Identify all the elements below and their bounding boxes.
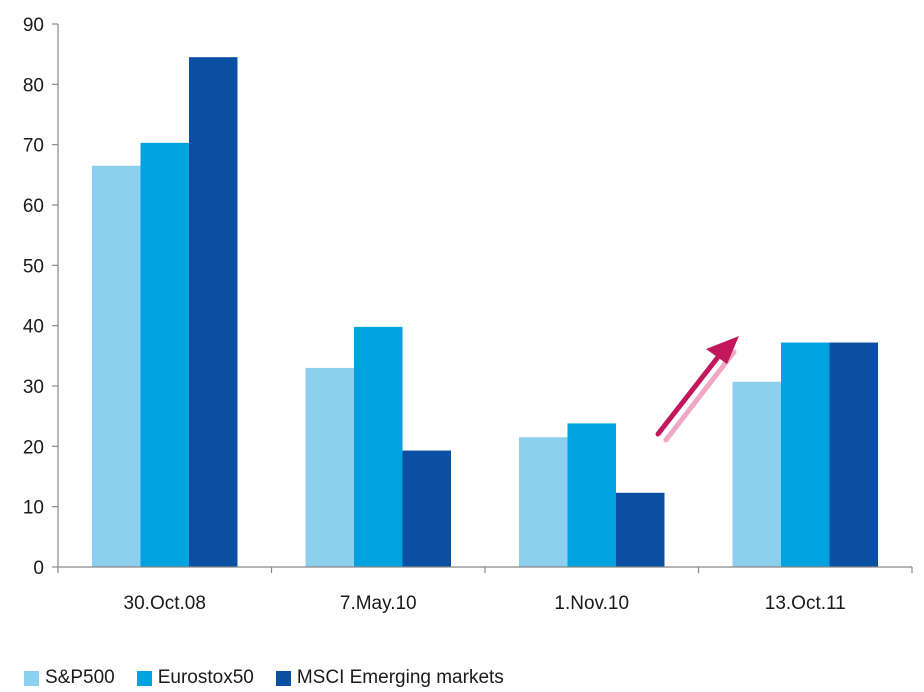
bar-s-p500-30-oct-08 bbox=[92, 165, 141, 568]
y-tick-label: 70 bbox=[23, 136, 44, 157]
bars-layer bbox=[92, 57, 878, 568]
bar-eurostox50-7-may-10 bbox=[354, 326, 403, 567]
legend-swatch-sp500 bbox=[24, 670, 39, 686]
bar-s-p500-13-oct-11 bbox=[732, 381, 781, 567]
legend-label-sp500: S&P500 bbox=[45, 667, 115, 688]
bar-msci-emerging-markets-1-nov-10 bbox=[616, 492, 665, 567]
y-tick-label: 50 bbox=[23, 256, 44, 277]
bar-s-p500-7-may-10 bbox=[305, 367, 354, 567]
y-tick-label: 20 bbox=[23, 437, 44, 458]
y-tick-label: 60 bbox=[23, 196, 44, 217]
y-tick-label: 0 bbox=[33, 558, 44, 579]
x-tick-label: 7.May.10 bbox=[340, 593, 417, 614]
bar-s-p500-1-nov-10 bbox=[519, 437, 568, 567]
bar-eurostox50-1-nov-10 bbox=[567, 423, 616, 567]
legend-item-eurostox50: Eurostox50 bbox=[136, 667, 254, 689]
y-axis-ticks: 0 10 20 30 40 50 60 70 80 90 bbox=[23, 15, 58, 579]
trend-arrow bbox=[655, 336, 739, 443]
y-tick-label: 80 bbox=[23, 75, 44, 96]
legend-item-sp500: S&P500 bbox=[24, 667, 115, 689]
y-tick-label: 10 bbox=[23, 498, 44, 519]
x-tick-label: 30.Oct.08 bbox=[124, 593, 206, 614]
bar-msci-emerging-markets-30-oct-08 bbox=[189, 57, 238, 567]
y-tick-label: 30 bbox=[23, 377, 44, 398]
y-tick-label: 40 bbox=[23, 317, 44, 338]
bar-eurostox50-13-oct-11 bbox=[781, 342, 830, 567]
x-tick-label: 13.Oct.11 bbox=[765, 593, 846, 614]
x-axis-ticks: 30.Oct.08 7.May.10 1.Nov.10 13.Oct.11 bbox=[57, 567, 913, 614]
bar-eurostox50-30-oct-08 bbox=[140, 142, 189, 567]
legend-item-msci-em: MSCI Emerging markets bbox=[275, 667, 504, 689]
bar-msci-emerging-markets-7-may-10 bbox=[402, 450, 451, 567]
x-tick-label: 1.Nov.10 bbox=[554, 593, 629, 614]
bar-msci-emerging-markets-13-oct-11 bbox=[829, 342, 878, 567]
legend-label-eurostox50: Eurostox50 bbox=[157, 667, 254, 688]
legend-swatch-msci-em bbox=[275, 670, 291, 686]
y-tick-label: 90 bbox=[23, 15, 44, 36]
legend-swatch-eurostox50 bbox=[136, 670, 152, 686]
legend: S&P500 Eurostox50 MSCI Emerging markets bbox=[24, 666, 526, 690]
legend-label-msci-em: MSCI Emerging markets bbox=[296, 667, 504, 688]
